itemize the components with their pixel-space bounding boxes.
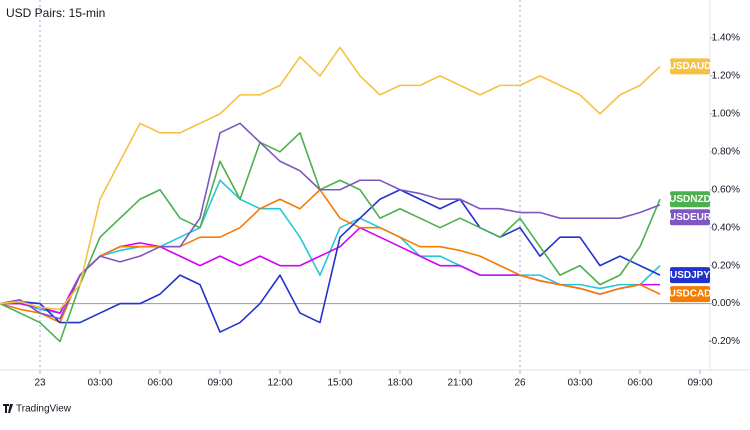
x-tick-label: 15:00 — [327, 378, 352, 389]
x-tick-label: 06:00 — [627, 378, 652, 389]
series-line — [0, 46, 661, 311]
legend-label: USDNZD — [669, 194, 711, 205]
x-tick-label: 09:00 — [207, 378, 232, 389]
x-tick-label: 03:00 — [87, 378, 112, 389]
series-line — [0, 188, 661, 324]
series-line — [0, 122, 661, 320]
legend-label: USDCAD — [669, 289, 712, 300]
chart-title: USD Pairs: 15-min — [6, 6, 105, 20]
y-tick-label: 1.40% — [712, 33, 740, 44]
logo — [3, 404, 13, 413]
series-label-box — [670, 58, 710, 75]
y-tick-label: 1.20% — [712, 71, 740, 82]
legend-label: USDAUD — [669, 61, 712, 72]
x-tick-label: 12:00 — [267, 378, 292, 389]
y-tick-label: 0.40% — [712, 222, 740, 233]
x-tick-label: 09:00 — [687, 378, 712, 389]
series-line — [0, 132, 661, 343]
x-tick-label: 23 — [34, 378, 46, 389]
series-label-box — [670, 267, 710, 284]
x-tick-label: 18:00 — [387, 378, 412, 389]
series-label-box — [670, 209, 710, 226]
y-tick-label: 0.20% — [712, 260, 740, 271]
series-line — [0, 188, 661, 333]
y-tick-label: -0.20% — [708, 336, 740, 347]
series-label-box — [670, 286, 710, 303]
y-tick-label: 0.00% — [712, 298, 740, 309]
x-tick-label: 26 — [514, 378, 526, 389]
series-label-box — [670, 191, 710, 208]
legend-label: USDJPY — [670, 270, 710, 281]
y-tick-label: 1.00% — [712, 108, 740, 119]
x-tick-label: 06:00 — [147, 378, 172, 389]
legend-label: USDEUR — [669, 212, 712, 223]
footer: TradingView — [16, 404, 72, 415]
x-tick-label: 21:00 — [447, 378, 472, 389]
y-tick-label: 0.60% — [712, 184, 740, 195]
y-tick-label: 0.80% — [712, 146, 740, 157]
x-tick-label: 03:00 — [567, 378, 592, 389]
